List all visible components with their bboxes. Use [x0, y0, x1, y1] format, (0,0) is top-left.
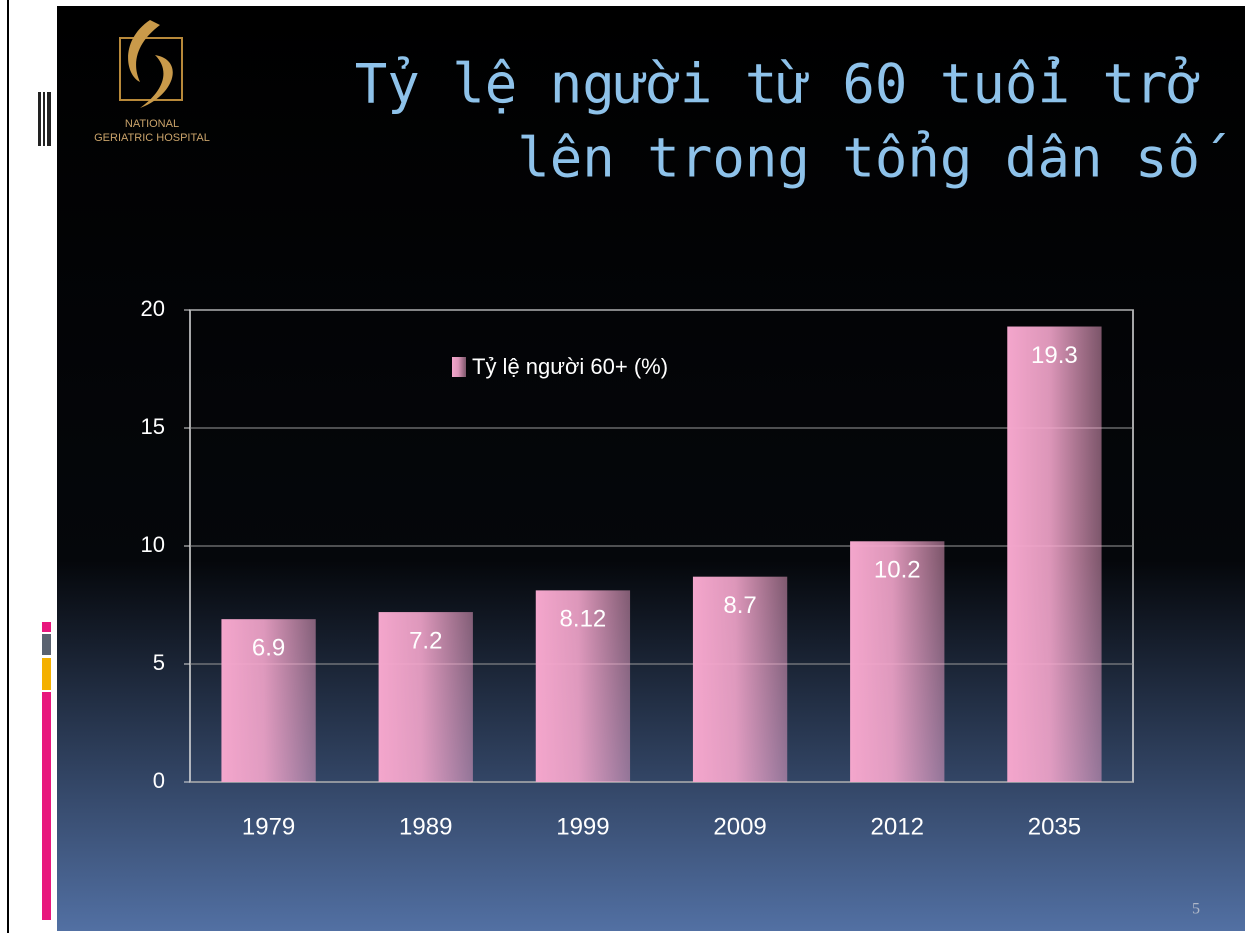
accent-bar — [42, 692, 51, 920]
data-label: 8.12 — [560, 606, 607, 633]
y-tick-label: 15 — [141, 414, 165, 439]
accent-bar — [42, 622, 51, 632]
logo-text: NATIONAL — [125, 118, 179, 130]
y-tick-label: 10 — [141, 532, 165, 557]
page-number: 5 — [1192, 901, 1200, 918]
data-label: 10.2 — [874, 557, 921, 584]
slide-title: lên trong tổng dân số — [517, 127, 1226, 190]
slide: NATIONAL GERIATRIC HOSPITAL Tỷ lệ người … — [0, 0, 1252, 933]
data-label: 8.7 — [723, 592, 756, 619]
x-tick-label: 1989 — [399, 813, 452, 840]
slide-title: Tỷ lệ người từ 60 tuổi trở — [355, 53, 1200, 116]
bar — [1007, 327, 1101, 782]
legend-swatch — [452, 357, 466, 377]
legend-label: Tỷ lệ người 60+ (%) — [472, 354, 668, 379]
y-tick-label: 5 — [153, 650, 165, 675]
y-tick-label: 0 — [153, 768, 165, 793]
accent-bar — [42, 634, 51, 655]
logo-text: GERIATRIC HOSPITAL — [94, 132, 210, 144]
data-label: 7.2 — [409, 627, 442, 654]
barcode — [38, 92, 51, 146]
x-tick-label: 1979 — [242, 813, 295, 840]
accent-bar — [42, 658, 51, 690]
data-label: 19.3 — [1031, 342, 1078, 369]
y-tick-label: 20 — [141, 296, 165, 321]
page: NATIONAL GERIATRIC HOSPITAL Tỷ lệ người … — [0, 0, 1252, 933]
x-tick-label: 1999 — [556, 813, 609, 840]
x-tick-label: 2035 — [1028, 813, 1081, 840]
x-tick-label: 2012 — [871, 813, 924, 840]
data-label: 6.9 — [252, 635, 285, 662]
x-tick-label: 2009 — [713, 813, 766, 840]
